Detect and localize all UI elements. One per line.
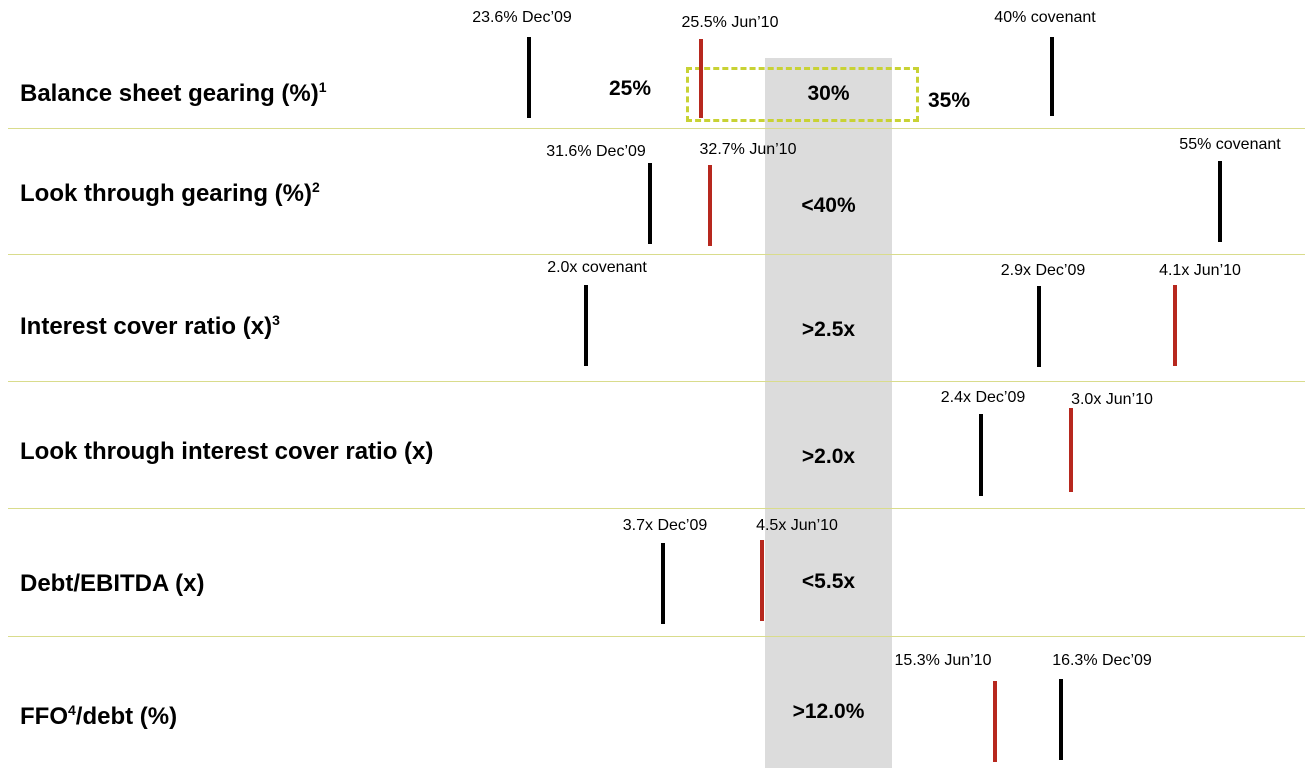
marker-covenant bbox=[1218, 161, 1222, 242]
row-label-debt-ebitda: Debt/EBITDA (x) bbox=[20, 570, 205, 597]
marker-dec09 bbox=[1059, 679, 1063, 760]
row-divider bbox=[8, 254, 1305, 255]
row-divider bbox=[8, 381, 1305, 382]
target-band bbox=[765, 58, 892, 768]
marker-label: 16.3% Dec’09 bbox=[1052, 652, 1152, 669]
marker-label: 2.0x covenant bbox=[547, 259, 647, 276]
row-label-look-through-gearing: Look through gearing (%)2 bbox=[20, 179, 320, 207]
marker-label: 2.9x Dec’09 bbox=[1000, 262, 1086, 279]
marker-label: 23.6% Dec’09 bbox=[472, 9, 572, 26]
marker-label: 40% covenant bbox=[994, 9, 1096, 26]
target-label: >2.0x bbox=[801, 445, 856, 468]
row-label-ffo-debt: FFO4/debt (%) bbox=[20, 702, 178, 730]
marker-jun10 bbox=[993, 681, 997, 762]
marker-jun10 bbox=[708, 165, 712, 246]
marker-jun10 bbox=[1069, 408, 1073, 492]
marker-dec09 bbox=[979, 414, 983, 496]
marker-label: 31.6% Dec’09 bbox=[546, 143, 646, 160]
marker-label: 4.1x Jun’10 bbox=[1159, 262, 1241, 279]
marker-dec09 bbox=[1037, 286, 1041, 367]
range-high-label: 35% bbox=[928, 89, 971, 112]
target-label: <40% bbox=[801, 194, 856, 217]
marker-label: 2.4x Dec’09 bbox=[940, 389, 1026, 406]
target-label: <5.5x bbox=[801, 570, 856, 593]
marker-label: 3.0x Jun’10 bbox=[1071, 391, 1153, 408]
marker-label: 32.7% Jun’10 bbox=[699, 141, 797, 158]
range-low-label: 25% bbox=[609, 77, 652, 100]
marker-dec09 bbox=[648, 163, 652, 244]
range-mid-label: 30% bbox=[807, 82, 850, 105]
row-divider bbox=[8, 128, 1305, 129]
marker-label: 25.5% Jun’10 bbox=[681, 14, 779, 31]
row-label-look-through-interest-cover-ratio: Look through interest cover ratio (x) bbox=[20, 438, 434, 465]
marker-covenant bbox=[1050, 37, 1054, 116]
target-label: >12.0% bbox=[792, 700, 865, 723]
row-label-interest-cover-ratio: Interest cover ratio (x)3 bbox=[20, 312, 280, 340]
marker-jun10 bbox=[760, 540, 764, 621]
marker-jun10 bbox=[1173, 285, 1177, 366]
marker-label: 3.7x Dec’09 bbox=[622, 517, 708, 534]
marker-covenant bbox=[584, 285, 588, 366]
marker-dec09 bbox=[661, 543, 665, 624]
marker-label: 4.5x Jun’10 bbox=[756, 517, 838, 534]
marker-dec09 bbox=[527, 37, 531, 118]
row-label-balance-sheet-gearing: Balance sheet gearing (%)1 bbox=[20, 79, 327, 107]
target-label: >2.5x bbox=[801, 318, 856, 341]
marker-label: 55% covenant bbox=[1179, 136, 1281, 153]
row-divider bbox=[8, 508, 1305, 509]
target-range-box bbox=[686, 67, 919, 122]
marker-label: 15.3% Jun’10 bbox=[894, 652, 992, 669]
marker-jun10 bbox=[699, 39, 703, 118]
row-divider bbox=[8, 636, 1305, 637]
